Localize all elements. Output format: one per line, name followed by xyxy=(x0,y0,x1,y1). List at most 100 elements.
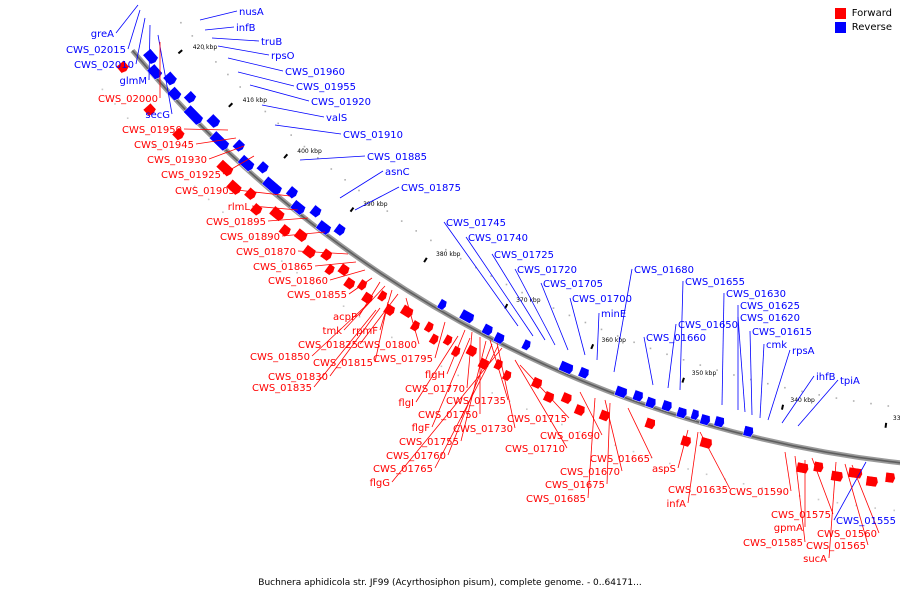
forward-gene-arrow xyxy=(812,460,824,473)
tick-layer: 420 kbp 410 kbp 400 kbp 390 kbp 380 kbp 370 k… xyxy=(177,44,900,428)
strand-dot xyxy=(251,98,254,101)
leader-line xyxy=(828,461,837,559)
tick-label: 390 kbp xyxy=(363,201,388,208)
forward-gene-label: CWS_01865 xyxy=(253,262,313,273)
reverse-gene-label: CWS_01650 xyxy=(678,320,738,331)
strand-dot xyxy=(266,248,268,250)
leader-line xyxy=(434,321,446,359)
strand-dot xyxy=(887,405,890,407)
reverse-gene-arrow xyxy=(675,406,688,419)
leader-line xyxy=(115,4,139,34)
strand-dot xyxy=(139,131,142,133)
forward-gene-label: CWS_01665 xyxy=(590,454,650,465)
strand-dot xyxy=(303,145,306,148)
reverse-gene-label: minE xyxy=(601,309,626,320)
strand-dot xyxy=(236,224,239,226)
reverse-gene-label: CWS_01660 xyxy=(646,333,706,344)
strand-dot xyxy=(761,487,763,489)
strand-dot xyxy=(632,450,635,453)
leader-line xyxy=(604,399,623,472)
reverse-gene-label: CWS_01720 xyxy=(517,265,577,276)
reverse-gene-arrow xyxy=(162,70,178,86)
forward-gene-arrow xyxy=(795,461,809,475)
leader-line xyxy=(797,379,839,427)
strand-dot xyxy=(649,347,652,350)
forward-gene-label: CWS_01800 xyxy=(357,340,417,351)
reverse-gene-label: rpsO xyxy=(271,51,295,62)
forward-gene-arrow xyxy=(643,416,656,430)
strand-dot xyxy=(153,145,155,147)
reverse-gene-label: CWS_01630 xyxy=(726,289,786,300)
strand-dot xyxy=(818,394,820,396)
leader-line xyxy=(267,217,309,222)
forward-gene-label: CWS_01770 xyxy=(405,384,465,395)
leader-line xyxy=(339,170,384,199)
forward-gene-arrow xyxy=(409,319,421,332)
leader-line xyxy=(496,342,516,429)
legend: Forward Reverse xyxy=(834,8,892,36)
leader-line xyxy=(415,335,459,403)
leader-line xyxy=(329,307,381,377)
forward-gene-arrow xyxy=(542,390,555,404)
strand-dot xyxy=(552,307,555,309)
strand-dot xyxy=(180,172,182,174)
strand-dot xyxy=(251,236,253,238)
reverse-gene-label: CWS_01875 xyxy=(401,183,461,194)
leader-line xyxy=(251,205,299,211)
strand-dot xyxy=(342,305,345,307)
leader-line xyxy=(667,323,677,389)
forward-gene-arrow xyxy=(399,303,414,319)
strand-dot xyxy=(459,257,462,260)
forward-gene-label: CWS_01945 xyxy=(134,140,194,151)
strand-dot xyxy=(526,408,528,410)
forward-gene-label: CWS_01755 xyxy=(399,437,459,448)
reverse-gene-label: tpiA xyxy=(840,376,860,387)
strand-dot xyxy=(855,504,858,507)
forward-gene-arrow xyxy=(336,262,351,277)
reverse-gene-label: CWS_01655 xyxy=(685,277,745,288)
forward-gene-label: rlmL xyxy=(228,202,251,213)
leader-line xyxy=(491,253,546,341)
leader-line xyxy=(354,186,400,211)
forward-gene-arrow xyxy=(171,127,186,141)
reverse-gene-arrow xyxy=(255,160,270,175)
strand-dot xyxy=(330,168,333,170)
strand-dot xyxy=(440,365,443,368)
strand-dot xyxy=(215,61,217,63)
leader-line xyxy=(489,339,509,401)
strand-dot xyxy=(475,266,477,269)
forward-gene-label: tmk xyxy=(323,326,343,337)
forward-gene-label: CWS_01925 xyxy=(161,170,221,181)
leader-line xyxy=(811,457,834,515)
forward-gene-label: CWS_01765 xyxy=(373,464,433,475)
forward-gene-label: sucA xyxy=(803,554,827,565)
reverse-gene-arrow xyxy=(644,396,657,409)
map-caption: Buchnera aphidicola str. JF99 (Acyrthosi… xyxy=(258,578,642,588)
forward-gene-label: rpmF xyxy=(352,326,378,337)
leader-line xyxy=(405,297,420,345)
reverse-gene-label: CWS_02010 xyxy=(74,60,134,71)
forward-gene-label: CWS_01675 xyxy=(545,480,605,491)
forward-gene-arrow xyxy=(293,227,309,243)
leader-line xyxy=(183,128,229,131)
reverse-gene-label: CWS_01615 xyxy=(752,327,812,338)
reverse-gene-label: CWS_02015 xyxy=(66,45,126,56)
leader-line xyxy=(211,37,260,42)
reverse-gene-arrow xyxy=(480,322,494,337)
reverse-gene-arrow xyxy=(146,63,163,80)
forward-gene-arrow xyxy=(428,332,440,346)
leader-line xyxy=(767,349,791,421)
strand-dot xyxy=(521,291,523,294)
reverse-gene-arrow xyxy=(183,90,197,104)
forward-gene-label: CWS_01860 xyxy=(268,276,328,287)
leader-line-layer xyxy=(115,4,880,559)
forward-gene-label: CWS_01855 xyxy=(287,290,347,301)
forward-gene-arrow xyxy=(376,289,388,303)
reverse-gene-label: CWS_01960 xyxy=(285,67,345,78)
tick-mark xyxy=(423,257,428,263)
dot-layer xyxy=(101,21,895,512)
reverse-gene-arrow xyxy=(436,298,448,311)
strand-dot xyxy=(290,134,292,136)
strand-dot xyxy=(400,220,403,222)
strand-dot xyxy=(801,390,803,393)
